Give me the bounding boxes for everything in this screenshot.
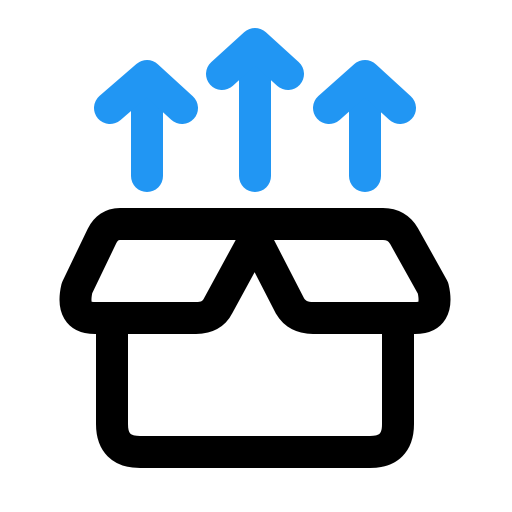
open-box-icon (59, 208, 451, 468)
box-body (96, 302, 414, 468)
arrow-left-icon (94, 60, 198, 192)
arrow-right-icon (313, 60, 416, 192)
arrow-center-icon (206, 28, 304, 192)
box-flap-right (202, 208, 451, 334)
upload-arrows (94, 28, 416, 192)
box-flap-left (59, 208, 271, 334)
